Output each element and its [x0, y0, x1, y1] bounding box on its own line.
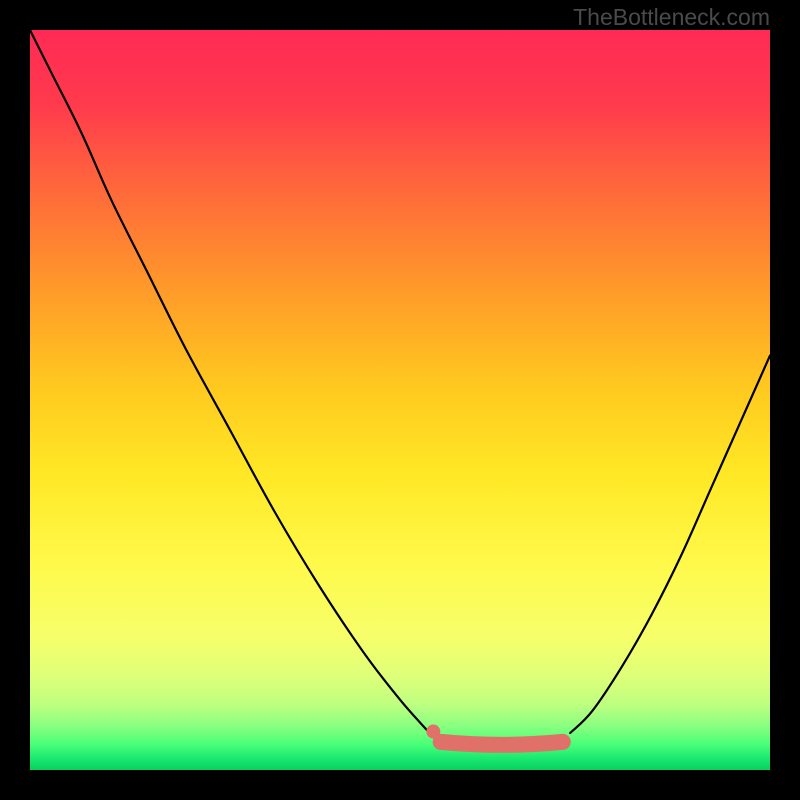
watermark-text: TheBottleneck.com	[573, 4, 770, 31]
highlight-segment	[441, 742, 563, 745]
overlay-curves	[30, 30, 770, 770]
highlight-dot	[426, 725, 440, 739]
right-curve	[570, 356, 770, 733]
left-curve	[30, 30, 430, 733]
plot-area	[30, 30, 770, 770]
chart-container: TheBottleneck.com	[0, 0, 800, 800]
